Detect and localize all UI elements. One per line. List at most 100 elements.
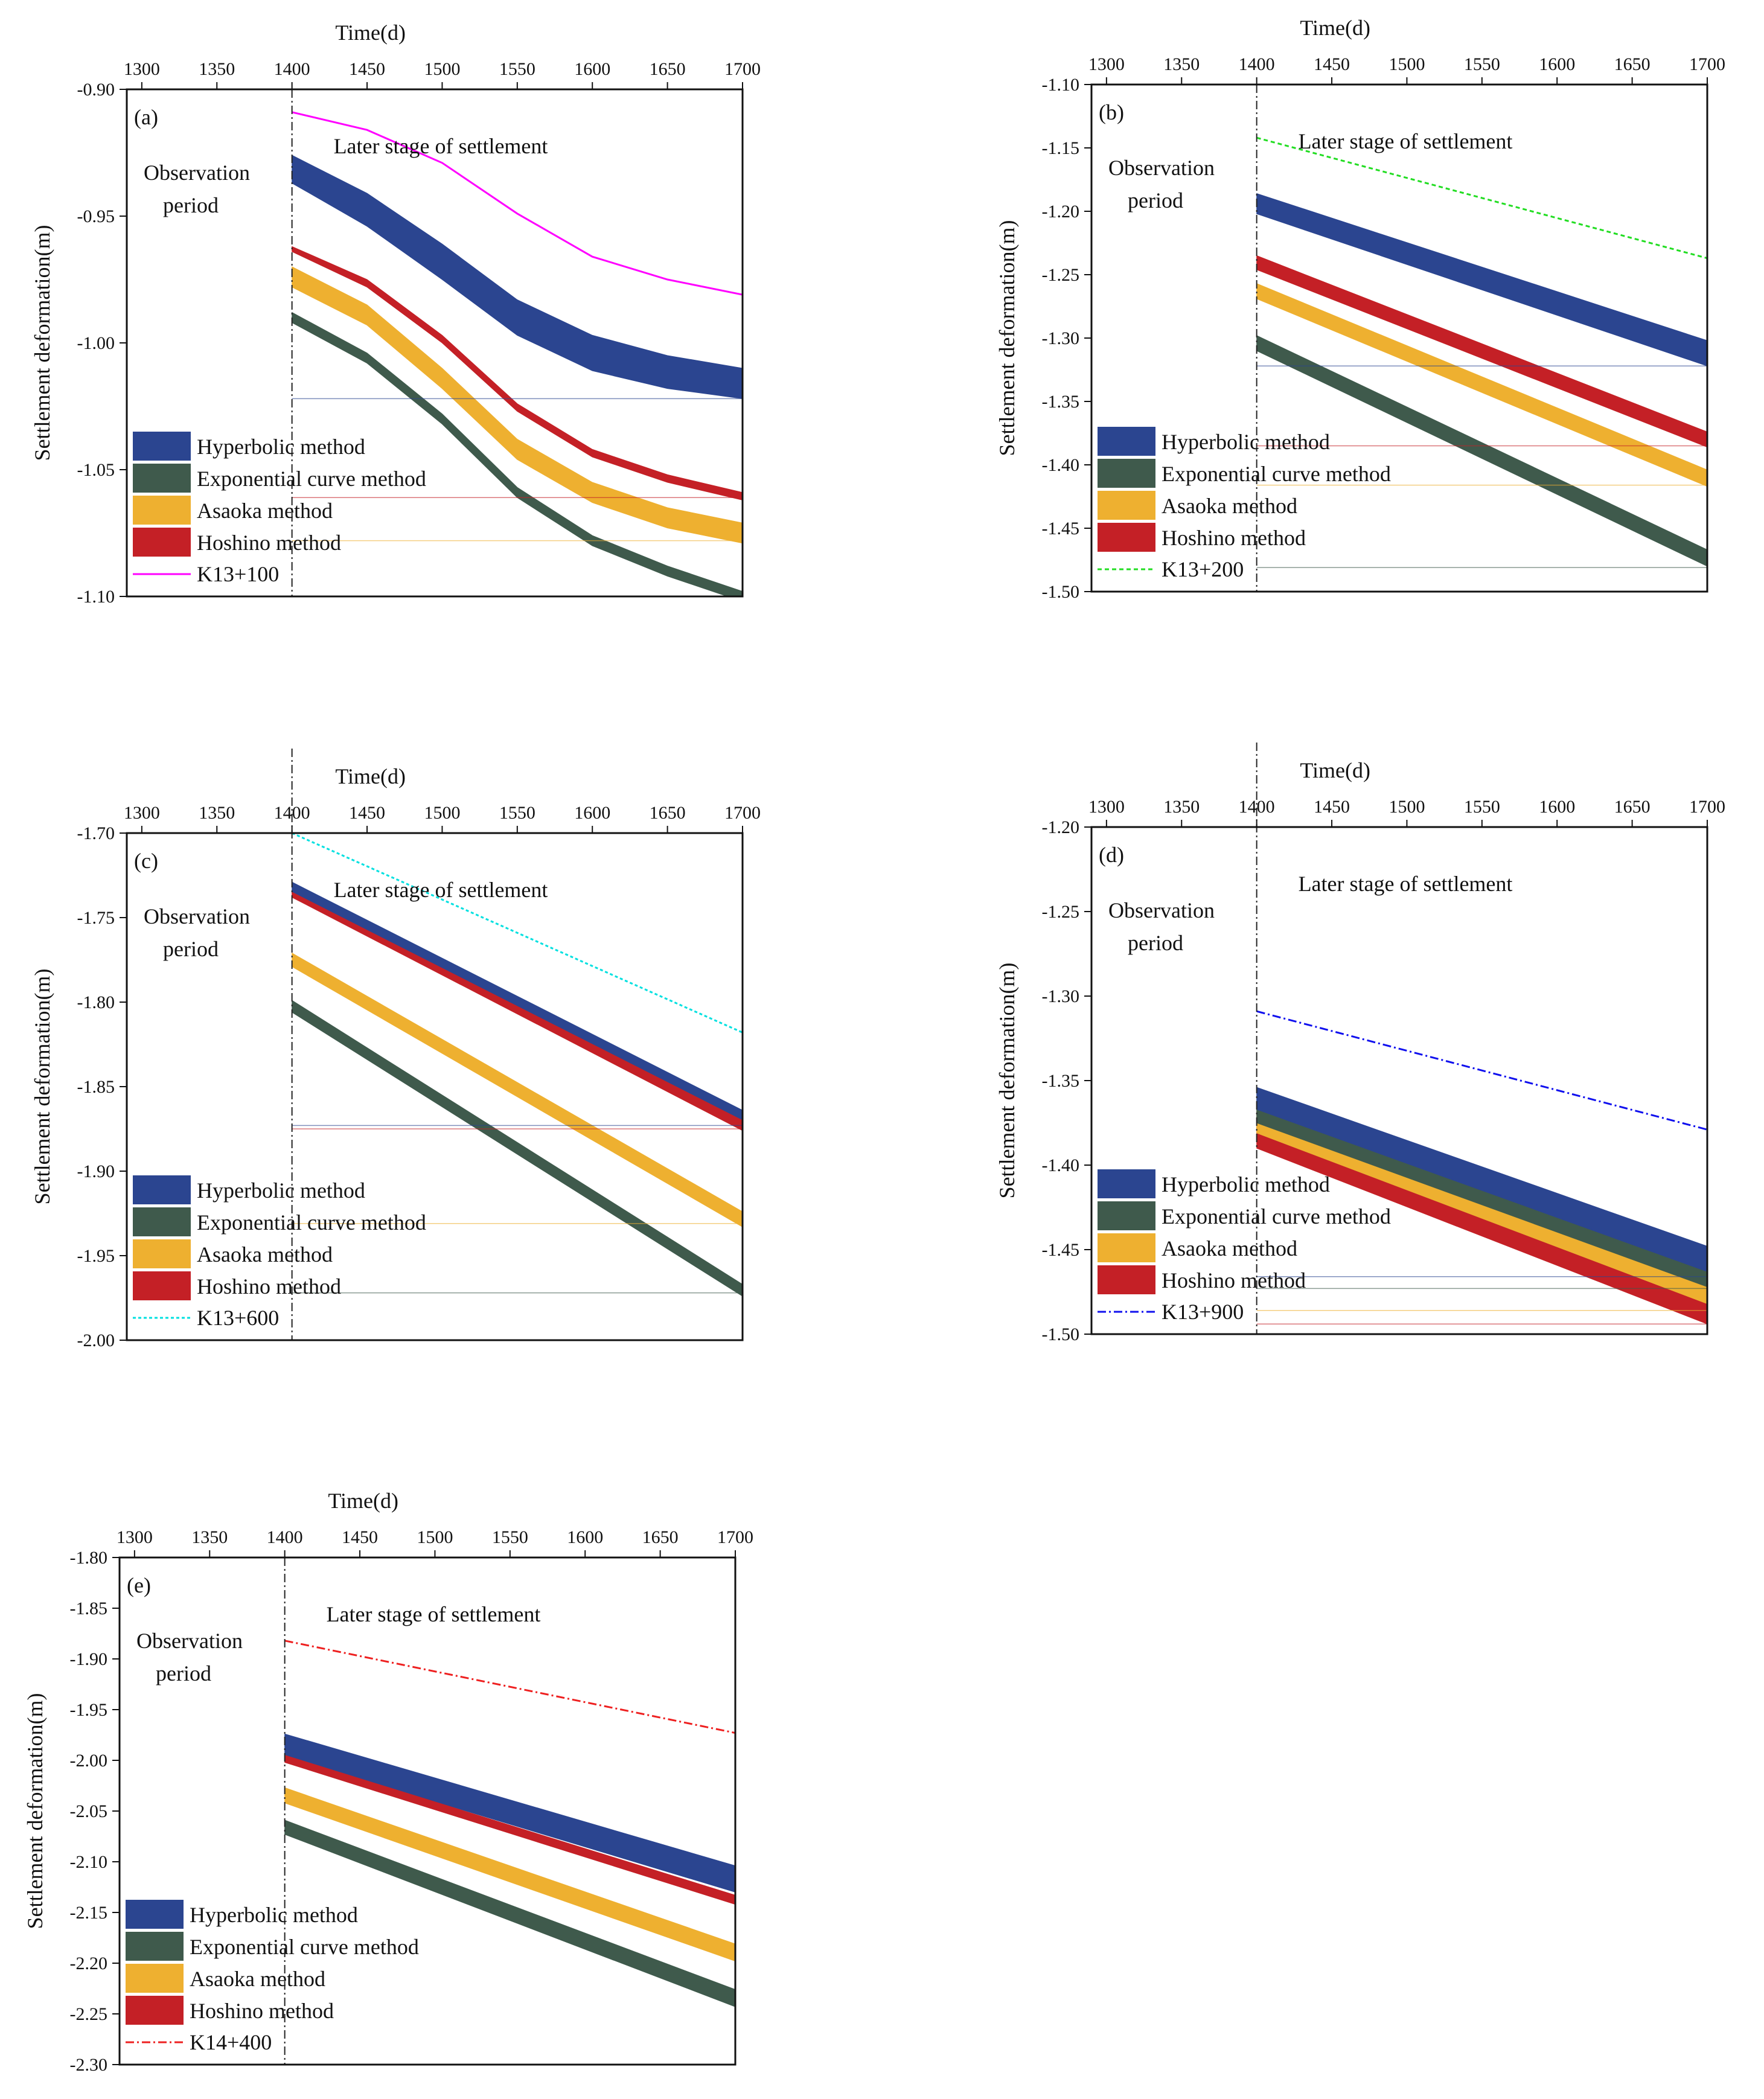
legend-swatch-hoshino-method xyxy=(1098,1265,1155,1294)
legend-label: Hoshino method xyxy=(197,1274,341,1299)
x-tick-label: 1300 xyxy=(117,1527,153,1547)
observation-label: Observation xyxy=(136,1629,243,1653)
panel-label: (e) xyxy=(127,1573,151,1597)
plot-area xyxy=(292,111,743,596)
legend-swatch-asaoka-method xyxy=(133,496,191,525)
x-tick-label: 1500 xyxy=(1389,54,1425,74)
x-axis-title: Time(d) xyxy=(335,764,406,788)
legend-label: Asaoka method xyxy=(190,1967,325,1991)
y-tick-label: -1.90 xyxy=(70,1649,108,1669)
y-tick-label: -2.00 xyxy=(77,1331,115,1350)
y-tick-label: -1.25 xyxy=(1042,265,1080,285)
legend: Hyperbolic method Exponential curve metho… xyxy=(126,1900,419,2054)
observation-label: Observation xyxy=(144,904,250,928)
y-axis-title: Settlement deformation(m) xyxy=(995,963,1019,1199)
x-tick-label: 1450 xyxy=(1314,797,1350,817)
legend-label: K13+600 xyxy=(197,1306,279,1330)
legend-label: Hoshino method xyxy=(1162,526,1306,550)
panel-a: 1300 1350 1400 1450 1500 1550 1600 1650 1700 Time… xyxy=(30,21,761,607)
legend-swatch-asaoka-method xyxy=(133,1239,191,1268)
x-tick-label: 1450 xyxy=(349,59,385,79)
legend-label: Asaoka method xyxy=(1162,1236,1297,1260)
x-tick-label: 1550 xyxy=(1464,797,1500,817)
plot-area xyxy=(292,833,743,1297)
panel-label: (d) xyxy=(1099,843,1124,867)
x-tick-label: 1600 xyxy=(574,59,610,79)
x-tick-label: 1650 xyxy=(650,803,686,823)
y-tick-label: -1.50 xyxy=(1042,1324,1080,1344)
x-tick-label: 1650 xyxy=(1614,797,1651,817)
x-tick-label: 1700 xyxy=(1689,797,1725,817)
observation-label: Observation xyxy=(1108,898,1215,922)
x-tick-label: 1650 xyxy=(642,1527,679,1547)
period-label: period xyxy=(1128,931,1183,955)
legend-label: Exponential curve method xyxy=(190,1935,419,1959)
panel-b: 1300 1350 1400 1450 1500 1550 1600 1650 1700 Time… xyxy=(995,16,1725,602)
x-tick-label: 1500 xyxy=(424,59,460,79)
period-label: period xyxy=(163,937,219,961)
x-tick-label: 1600 xyxy=(567,1527,603,1547)
observation-label: Observation xyxy=(144,161,250,185)
y-tick-label: -1.20 xyxy=(1042,202,1080,222)
measured-line-k13-200 xyxy=(1256,136,1707,260)
y-tick-label: -1.25 xyxy=(1042,902,1080,922)
y-tick-label: -1.45 xyxy=(1042,519,1080,538)
panel-label: (a) xyxy=(134,105,158,129)
x-axis-title: Time(d) xyxy=(335,21,406,45)
x-tick-label: 1500 xyxy=(417,1527,453,1547)
y-tick-label: -2.25 xyxy=(70,2004,108,2024)
y-tick-label: -1.85 xyxy=(70,1599,108,1618)
legend-label: Hyperbolic method xyxy=(1162,1172,1330,1196)
period-label: period xyxy=(163,193,219,217)
legend: Hyperbolic method Exponential curve metho… xyxy=(1098,427,1391,581)
later-stage-label: Later stage of settlement xyxy=(334,878,548,902)
x-tick-label: 1500 xyxy=(424,803,460,823)
y-tick-label: -1.10 xyxy=(1042,75,1080,95)
x-tick-label: 1400 xyxy=(267,1527,303,1547)
x-tick-label: 1450 xyxy=(342,1527,378,1547)
x-tick-label: 1300 xyxy=(124,803,160,823)
legend-swatch-exponential-curve-method xyxy=(1098,459,1155,488)
later-stage-label: Later stage of settlement xyxy=(1299,129,1513,153)
x-tick-label: 1650 xyxy=(1614,54,1651,74)
measured-line-k13-600 xyxy=(292,833,743,1034)
band-asaoka-method xyxy=(292,266,743,544)
panel-label: (b) xyxy=(1099,100,1124,124)
y-tick-label: -2.00 xyxy=(70,1751,108,1771)
y-tick-label: -1.30 xyxy=(1042,986,1080,1006)
x-tick-label: 1300 xyxy=(1088,797,1125,817)
band-hyperbolic-method xyxy=(292,155,743,399)
later-stage-label: Later stage of settlement xyxy=(1299,872,1513,896)
panel-d: 1300 1350 1400 1450 1500 1550 1600 1650 1700 Time… xyxy=(995,743,1725,1344)
y-tick-label: -1.20 xyxy=(1042,817,1080,837)
legend-swatch-hoshino-method xyxy=(133,1271,191,1300)
x-tick-label: 1400 xyxy=(1239,797,1275,817)
legend-swatch-asaoka-method xyxy=(126,1964,184,1993)
x-tick-label: 1550 xyxy=(1464,54,1500,74)
y-tick-label: -1.85 xyxy=(77,1077,115,1097)
band-exponential-curve-method xyxy=(292,311,743,596)
x-axis-title: Time(d) xyxy=(1300,758,1370,782)
legend-label: Asaoka method xyxy=(1162,494,1297,518)
legend-label: Hyperbolic method xyxy=(197,1178,365,1203)
x-tick-label: 1400 xyxy=(274,59,310,79)
y-axis-title: Settlement deformation(m) xyxy=(30,225,54,461)
y-tick-label: -1.40 xyxy=(1042,455,1080,475)
y-tick-label: -2.15 xyxy=(70,1903,108,1923)
legend-swatch-hoshino-method xyxy=(133,528,191,557)
band-exponential-curve-method xyxy=(284,1819,735,2007)
y-tick-label: -1.80 xyxy=(77,992,115,1012)
legend-swatch-hoshino-method xyxy=(1098,523,1155,552)
y-tick-label: -1.30 xyxy=(1042,328,1080,348)
legend-label: Hyperbolic method xyxy=(197,435,365,459)
x-tick-label: 1700 xyxy=(717,1527,753,1547)
later-stage-label: Later stage of settlement xyxy=(327,1602,541,1626)
legend-swatch-hoshino-method xyxy=(126,1996,184,2025)
legend-swatch-hyperbolic-method xyxy=(133,432,191,461)
legend: Hyperbolic method Exponential curve metho… xyxy=(133,432,426,586)
x-tick-label: 1300 xyxy=(1088,54,1125,74)
y-tick-label: -1.35 xyxy=(1042,392,1080,412)
y-tick-label: -1.45 xyxy=(1042,1240,1080,1260)
x-tick-label: 1350 xyxy=(1163,797,1200,817)
legend-swatch-hyperbolic-method xyxy=(126,1900,184,1929)
